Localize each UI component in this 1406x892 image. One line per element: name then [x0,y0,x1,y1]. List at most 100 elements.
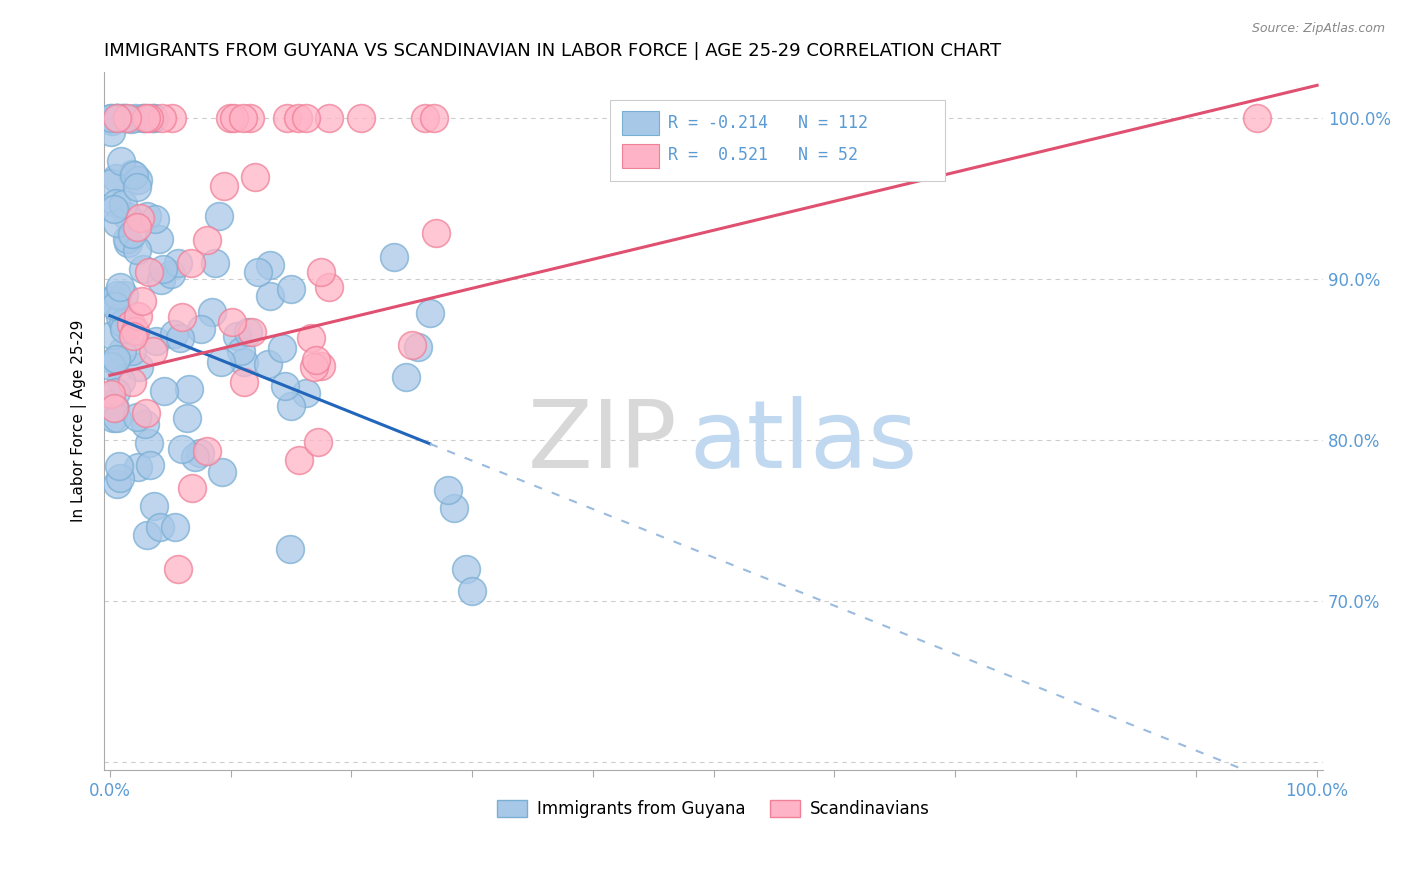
Point [122,168,145,182]
Point [318,111,340,125]
Point [110,470,132,484]
Point [382,250,405,264]
Point [401,338,423,352]
Point [454,562,477,576]
Point [142,111,165,125]
Point [160,111,183,125]
Point [406,340,429,354]
Point [110,154,132,169]
Point [124,325,146,339]
Point [305,353,328,368]
Point [233,355,256,369]
Point [437,483,460,497]
Point [138,111,160,125]
Point [108,310,131,324]
Point [100,111,122,125]
Point [142,343,165,358]
Point [299,331,322,345]
Point [103,354,125,368]
Point [103,202,125,216]
Point [163,327,186,342]
Point [117,232,139,246]
Point [114,111,136,125]
Point [309,359,332,373]
Point [100,397,122,411]
Point [425,227,447,241]
Point [103,401,125,416]
Point [105,171,128,186]
Point [101,411,124,425]
Point [125,409,148,424]
Point [271,341,294,355]
Point [226,328,249,343]
Point [131,111,153,125]
Point [165,520,187,534]
Point [111,343,134,358]
Point [257,357,280,371]
Point [112,197,135,211]
Point [150,111,173,125]
Point [135,111,157,125]
Point [295,111,318,125]
Point [201,305,224,319]
Point [138,436,160,450]
Point [112,322,135,336]
Point [232,111,254,125]
Point [121,376,143,390]
Point [104,111,127,125]
Point [132,262,155,277]
Text: Source: ZipAtlas.com: Source: ZipAtlas.com [1251,22,1385,36]
FancyBboxPatch shape [621,111,658,136]
Point [302,359,325,374]
Point [159,267,181,281]
Point [209,355,232,369]
Point [169,331,191,345]
Point [104,385,127,400]
Point [307,434,329,449]
Point [120,317,142,331]
FancyBboxPatch shape [610,100,945,180]
Point [423,111,446,125]
Point [294,385,316,400]
Point [127,460,149,475]
Point [104,401,127,415]
Point [280,282,302,296]
Point [117,236,139,251]
Point [100,293,122,307]
Point [211,465,233,479]
Point [112,288,135,302]
Point [149,273,172,287]
Point [121,329,143,343]
Point [240,325,263,339]
Point [115,209,138,223]
Point [136,209,159,223]
Point [100,386,122,401]
Point [247,265,270,279]
Point [145,334,167,349]
Point [127,180,149,194]
Point [195,233,218,247]
Point [110,374,132,388]
Point [259,258,281,272]
Point [104,111,127,125]
Point [105,288,128,302]
Point [124,111,146,125]
Point [100,111,122,125]
Point [103,297,125,311]
Point [127,309,149,323]
Point [121,167,143,181]
Point [190,322,212,336]
Point [180,256,202,270]
Point [288,453,311,467]
Point [128,359,150,374]
Text: ZIP: ZIP [527,396,676,488]
Point [121,344,143,359]
Text: R = -0.214   N = 112: R = -0.214 N = 112 [668,113,869,132]
Point [135,406,157,420]
Point [105,411,128,425]
Point [132,111,155,125]
Point [311,265,333,279]
Point [100,359,122,374]
Point [1246,111,1268,125]
Point [214,178,236,193]
